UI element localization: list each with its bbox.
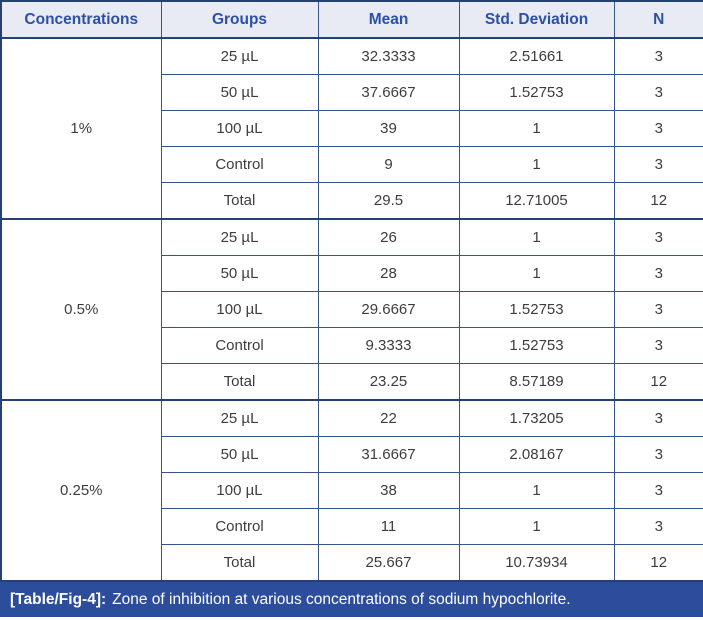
n-cell: 3 xyxy=(613,146,703,183)
concentration-cell: 1% xyxy=(0,37,162,220)
n-cell: 3 xyxy=(613,218,703,256)
table-caption: [Table/Fig-4]: Zone of inhibition at var… xyxy=(0,582,703,617)
group-cell: 50 µL xyxy=(160,436,319,473)
mean-cell: 26 xyxy=(317,218,460,256)
table-row: 0.5% 25 µL 26 1 3 xyxy=(0,218,703,401)
std-cell: 1.52753 xyxy=(458,74,615,111)
n-cell: 12 xyxy=(613,182,703,220)
table-row: Total 29.5 12.71005 12 xyxy=(1,182,703,220)
n-cell: 3 xyxy=(613,291,703,328)
column-header-groups: Groups xyxy=(160,0,319,39)
n-cell: 3 xyxy=(613,327,703,364)
group-cell: 25 µL xyxy=(160,399,319,437)
group-cell: Total xyxy=(160,363,319,401)
mean-cell: 32.3333 xyxy=(317,37,460,75)
group-cell: Control xyxy=(160,508,319,545)
std-cell: 1.73205 xyxy=(458,399,615,437)
mean-cell: 29.6667 xyxy=(317,291,460,328)
table-header: Concentrations Groups Mean Std. Deviatio… xyxy=(0,0,703,39)
mean-cell: 38 xyxy=(317,472,460,509)
std-cell: 10.73934 xyxy=(458,544,615,582)
mean-cell: 31.6667 xyxy=(317,436,460,473)
std-cell: 1.52753 xyxy=(458,291,615,328)
std-cell: 8.57189 xyxy=(458,363,615,401)
mean-cell: 25.667 xyxy=(317,544,460,582)
group-cell: Total xyxy=(160,544,319,582)
mean-cell: 29.5 xyxy=(317,182,460,220)
mean-cell: 9 xyxy=(317,146,460,183)
mean-cell: 28 xyxy=(317,255,460,292)
n-cell: 3 xyxy=(613,37,703,75)
table-row: 1% 25 µL 32.3333 2.51661 3 xyxy=(0,37,703,220)
table-row: 100 µL 38 1 3 xyxy=(1,472,703,509)
n-cell: 3 xyxy=(613,508,703,545)
std-cell: 2.08167 xyxy=(458,436,615,473)
group-cell: 25 µL xyxy=(160,218,319,256)
caption-label: [Table/Fig-4]: xyxy=(10,590,107,608)
n-cell: 3 xyxy=(613,472,703,509)
mean-cell: 23.25 xyxy=(317,363,460,401)
group-cell: 100 µL xyxy=(160,291,319,328)
group-cell: Total xyxy=(160,182,319,220)
group-cell: 100 µL xyxy=(160,110,319,147)
group-cell: 50 µL xyxy=(160,74,319,111)
concentration-cell: 0.5% xyxy=(0,218,162,401)
table-row: Control 11 1 3 xyxy=(1,508,703,545)
n-cell: 3 xyxy=(613,399,703,437)
std-cell: 1 xyxy=(458,110,615,147)
group-cell: 100 µL xyxy=(160,472,319,509)
concentration-cell: 0.25% xyxy=(0,399,162,582)
std-cell: 12.71005 xyxy=(458,182,615,220)
std-cell: 1 xyxy=(458,218,615,256)
column-header-n: N xyxy=(613,0,703,39)
column-header-concentrations: Concentrations xyxy=(0,0,162,39)
n-cell: 12 xyxy=(613,363,703,401)
n-cell: 3 xyxy=(613,74,703,111)
results-table: Concentrations Groups Mean Std. Deviatio… xyxy=(0,0,703,582)
table-row: Total 25.667 10.73934 12 xyxy=(1,544,703,582)
group-cell: Control xyxy=(160,327,319,364)
table-row: 50 µL 37.6667 1.52753 3 xyxy=(1,74,703,111)
std-cell: 1 xyxy=(458,146,615,183)
std-cell: 1.52753 xyxy=(458,327,615,364)
mean-cell: 11 xyxy=(317,508,460,545)
table-row: 100 µL 39 1 3 xyxy=(1,110,703,147)
n-cell: 12 xyxy=(613,544,703,582)
std-cell: 1 xyxy=(458,508,615,545)
std-cell: 1 xyxy=(458,255,615,292)
group-cell: 50 µL xyxy=(160,255,319,292)
group-cell: 25 µL xyxy=(160,37,319,75)
table-body: 1% 25 µL 32.3333 2.51661 3 50 µL 37.6667 1.5275… xyxy=(0,37,703,582)
table-row: 50 µL 31.6667 2.08167 3 xyxy=(1,436,703,473)
mean-cell: 9.3333 xyxy=(317,327,460,364)
caption-text: Zone of inhibition at various concentrat… xyxy=(112,590,571,608)
std-cell: 2.51661 xyxy=(458,37,615,75)
std-cell: 1 xyxy=(458,472,615,509)
table-row: 100 µL 29.6667 1.52753 3 xyxy=(1,291,703,328)
mean-cell: 37.6667 xyxy=(317,74,460,111)
n-cell: 3 xyxy=(613,255,703,292)
table-row: 0.25% 25 µL 22 1.73205 3 xyxy=(0,399,703,582)
n-cell: 3 xyxy=(613,436,703,473)
header-row: Concentrations Groups Mean Std. Deviatio… xyxy=(0,0,703,39)
column-header-mean: Mean xyxy=(317,0,460,39)
mean-cell: 39 xyxy=(317,110,460,147)
n-cell: 3 xyxy=(613,110,703,147)
group-cell: Control xyxy=(160,146,319,183)
column-header-std-deviation: Std. Deviation xyxy=(458,0,615,39)
mean-cell: 22 xyxy=(317,399,460,437)
table-row: Control 9 1 3 xyxy=(1,146,703,183)
table-row: Control 9.3333 1.52753 3 xyxy=(1,327,703,364)
